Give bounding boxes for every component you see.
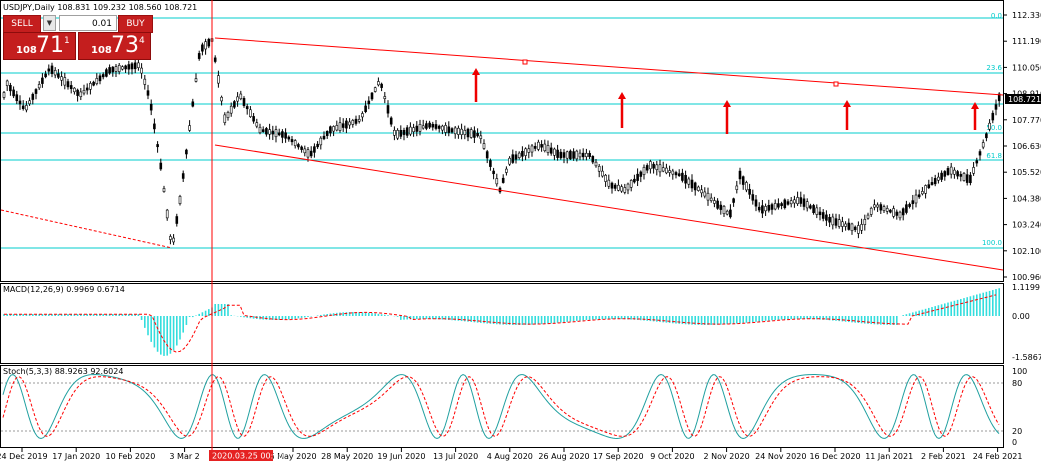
lot-size-input[interactable]: 0.01 — [59, 15, 117, 31]
fibo-label: 23.6 — [986, 64, 1002, 72]
fibo-label: 0.0 — [991, 12, 1002, 20]
macd-axis-label: 1.1199 — [1012, 283, 1040, 292]
fibo-levels: 0.0 23.6 50.0 61.8 100.0 — [1, 12, 1003, 249]
up-arrows — [472, 68, 979, 134]
macd-title: MACD(12,26,9) 0.9969 0.6714 — [3, 285, 125, 294]
price-axis-label: 100.960 — [1012, 273, 1041, 282]
one-click-trading-panel: SELL ▼ 0.01 BUY 108 71 1 108 73 4 — [3, 15, 153, 61]
time-axis-label: 17 Jan 2020 — [52, 452, 100, 461]
price-axis-label: 102.100 — [1012, 247, 1041, 256]
price-axis-label: 110.050 — [1012, 63, 1041, 72]
price-candles — [2, 34, 1001, 245]
fibo-label: 50.0 — [986, 124, 1002, 132]
time-axis-label: 4 Aug 2020 — [487, 452, 533, 461]
crosshair-date-tag: 2020.03.25 00:00 — [209, 450, 283, 461]
current-price-tag: 108.721 — [1005, 94, 1041, 104]
price-axis: 112.330111.190110.050108.910107.770106.6… — [1003, 11, 1041, 282]
time-axis-label: 28 May 2020 — [321, 452, 373, 461]
time-axis: 24 Dec 2019 17 Jan 2020 10 Feb 2020 3 Mar 2… — [0, 448, 1022, 461]
price-axis-label: 105.520 — [1012, 168, 1041, 177]
stoch-axis-label: 0 — [1012, 438, 1017, 447]
macd-axis: 1.1199 0.00 -1.5867 — [1012, 283, 1041, 362]
current-price-label: 108.721 — [1008, 95, 1041, 104]
trend-channel[interactable] — [0, 37, 1004, 271]
time-axis-label: 24 Dec 2019 — [0, 452, 48, 461]
time-axis-label: 10 Feb 2020 — [106, 452, 156, 461]
macd-axis-label: 0.00 — [1012, 312, 1030, 321]
time-axis-label: 17 Sep 2020 — [593, 452, 644, 461]
crosshair-date-label: 2020.03.25 00:00 — [212, 452, 283, 461]
time-axis-label: 13 Jul 2020 — [433, 452, 478, 461]
price-axis-label: 104.380 — [1012, 194, 1041, 203]
stoch-title: Stoch(5,3,3) 88.9263 92.6024 — [3, 367, 124, 376]
sell-quote[interactable]: 108 71 1 — [3, 32, 76, 60]
time-axis-label: 2 Feb 2021 — [921, 452, 966, 461]
sell-button[interactable]: SELL — [3, 15, 41, 33]
price-axis-label: 111.190 — [1012, 37, 1041, 46]
buy-button[interactable]: BUY — [118, 15, 153, 33]
stoch-axis-label: 100 — [1012, 367, 1027, 376]
stoch-axis-label: 80 — [1012, 379, 1022, 388]
time-axis-label: 19 Jun 2020 — [377, 452, 425, 461]
price-axis-label: 106.630 — [1012, 142, 1041, 151]
chart-title: USDJPY,Daily 108.831 109.232 108.560 108… — [3, 3, 198, 12]
price-axis-label: 107.770 — [1012, 116, 1041, 125]
macd-axis-label: -1.5867 — [1012, 353, 1041, 362]
price-pane-frame — [0, 0, 1004, 282]
price-axis-label: 112.330 — [1012, 11, 1041, 20]
time-axis-label: 11 Jan 2021 — [865, 452, 913, 461]
time-axis-label: 9 Oct 2020 — [650, 452, 694, 461]
macd-indicator — [3, 288, 1001, 356]
stoch-indicator — [1, 373, 1003, 440]
price-axis-label: 103.240 — [1012, 221, 1041, 230]
lot-decrease-button[interactable]: ▼ — [43, 15, 56, 31]
time-axis-label: 16 Dec 2020 — [809, 452, 860, 461]
time-axis-label: 6 May 2020 — [269, 452, 316, 461]
buy-quote[interactable]: 108 73 4 — [78, 32, 151, 60]
stoch-pane-frame — [0, 365, 1004, 448]
time-axis-label: 24 Feb 2021 — [973, 452, 1023, 461]
time-axis-label: 3 Mar 2 — [169, 452, 199, 461]
stoch-axis: 100 80 20 0 — [1012, 367, 1027, 447]
stoch-axis-label: 20 — [1012, 427, 1022, 436]
fibo-label: 100.0 — [982, 239, 1002, 247]
fibo-label: 61.8 — [986, 152, 1002, 160]
macd-pane-frame — [0, 283, 1004, 364]
time-axis-label: 2 Nov 2020 — [704, 452, 750, 461]
time-axis-label: 26 Aug 2020 — [538, 452, 589, 461]
time-axis-label: 24 Nov 2020 — [755, 452, 806, 461]
